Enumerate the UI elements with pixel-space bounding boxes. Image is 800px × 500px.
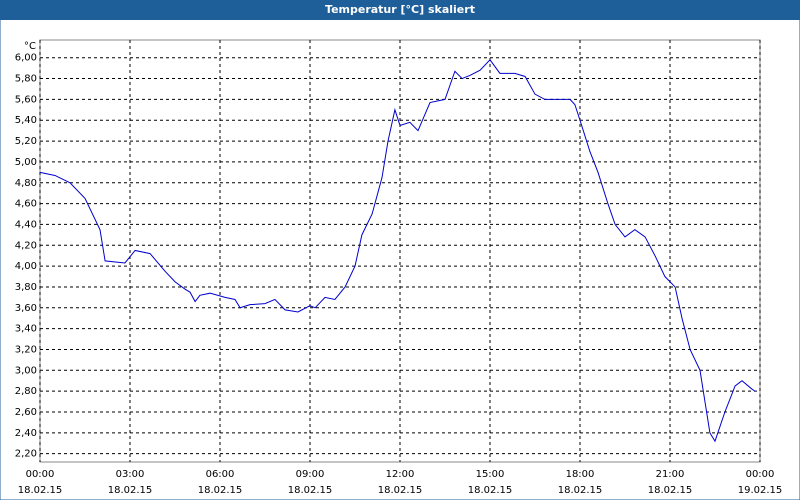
x-tick-date: 19.02.15 [738,485,783,496]
y-tick-label: 2,60 [15,407,37,418]
y-tick-label: 6,00 [15,53,37,64]
x-tick-date: 18.02.15 [18,485,63,496]
x-tick-label: 18:00 [566,469,595,480]
y-tick-label: 2,80 [15,386,37,397]
title-bar [0,0,800,20]
x-tick-date: 18.02.15 [288,485,333,496]
y-tick-label: 4,00 [15,261,37,272]
y-tick-label: 3,20 [15,344,37,355]
data-line [39,59,756,443]
x-tick-label: 15:00 [476,469,505,480]
x-tick-label: 21:00 [656,469,685,480]
x-tick-date: 18.02.15 [198,485,243,496]
y-tick-label: 5,00 [15,157,37,168]
y-tick-label: 3,40 [15,324,37,335]
y-tick-label: 4,80 [15,178,37,189]
x-tick-date: 18.02.15 [468,485,513,496]
y-tick-label: 2,40 [15,428,37,439]
x-tick-label: 06:00 [206,469,235,480]
y-tick-label: 5,60 [15,94,37,105]
y-tick-label: 5,20 [15,136,37,147]
x-tick-label: 03:00 [116,469,145,480]
x-tick-date: 18.02.15 [648,485,693,496]
x-tick-label: 09:00 [296,469,325,480]
y-tick-label: 5,80 [15,74,37,85]
y-tick-label: 3,00 [15,365,37,376]
x-tick-label: 12:00 [386,469,415,480]
y-tick-label: 4,40 [15,219,37,230]
y-tick-label: 4,20 [15,240,37,251]
y-tick-label: 5,40 [15,115,37,126]
y-tick-label: 3,60 [15,303,37,314]
chart-title: Temperatur [°C] skaliert [325,3,475,16]
y-unit: °C [24,41,36,52]
y-tick-label: 2,20 [15,449,37,460]
x-tick-date: 18.02.15 [378,485,423,496]
x-tick-date: 18.02.15 [108,485,153,496]
x-tick-date: 18.02.15 [558,485,603,496]
y-tick-label: 4,60 [15,199,37,210]
x-tick-label: 00:00 [26,469,55,480]
y-tick-label: 3,80 [15,282,37,293]
x-tick-label: 00:00 [746,469,775,480]
